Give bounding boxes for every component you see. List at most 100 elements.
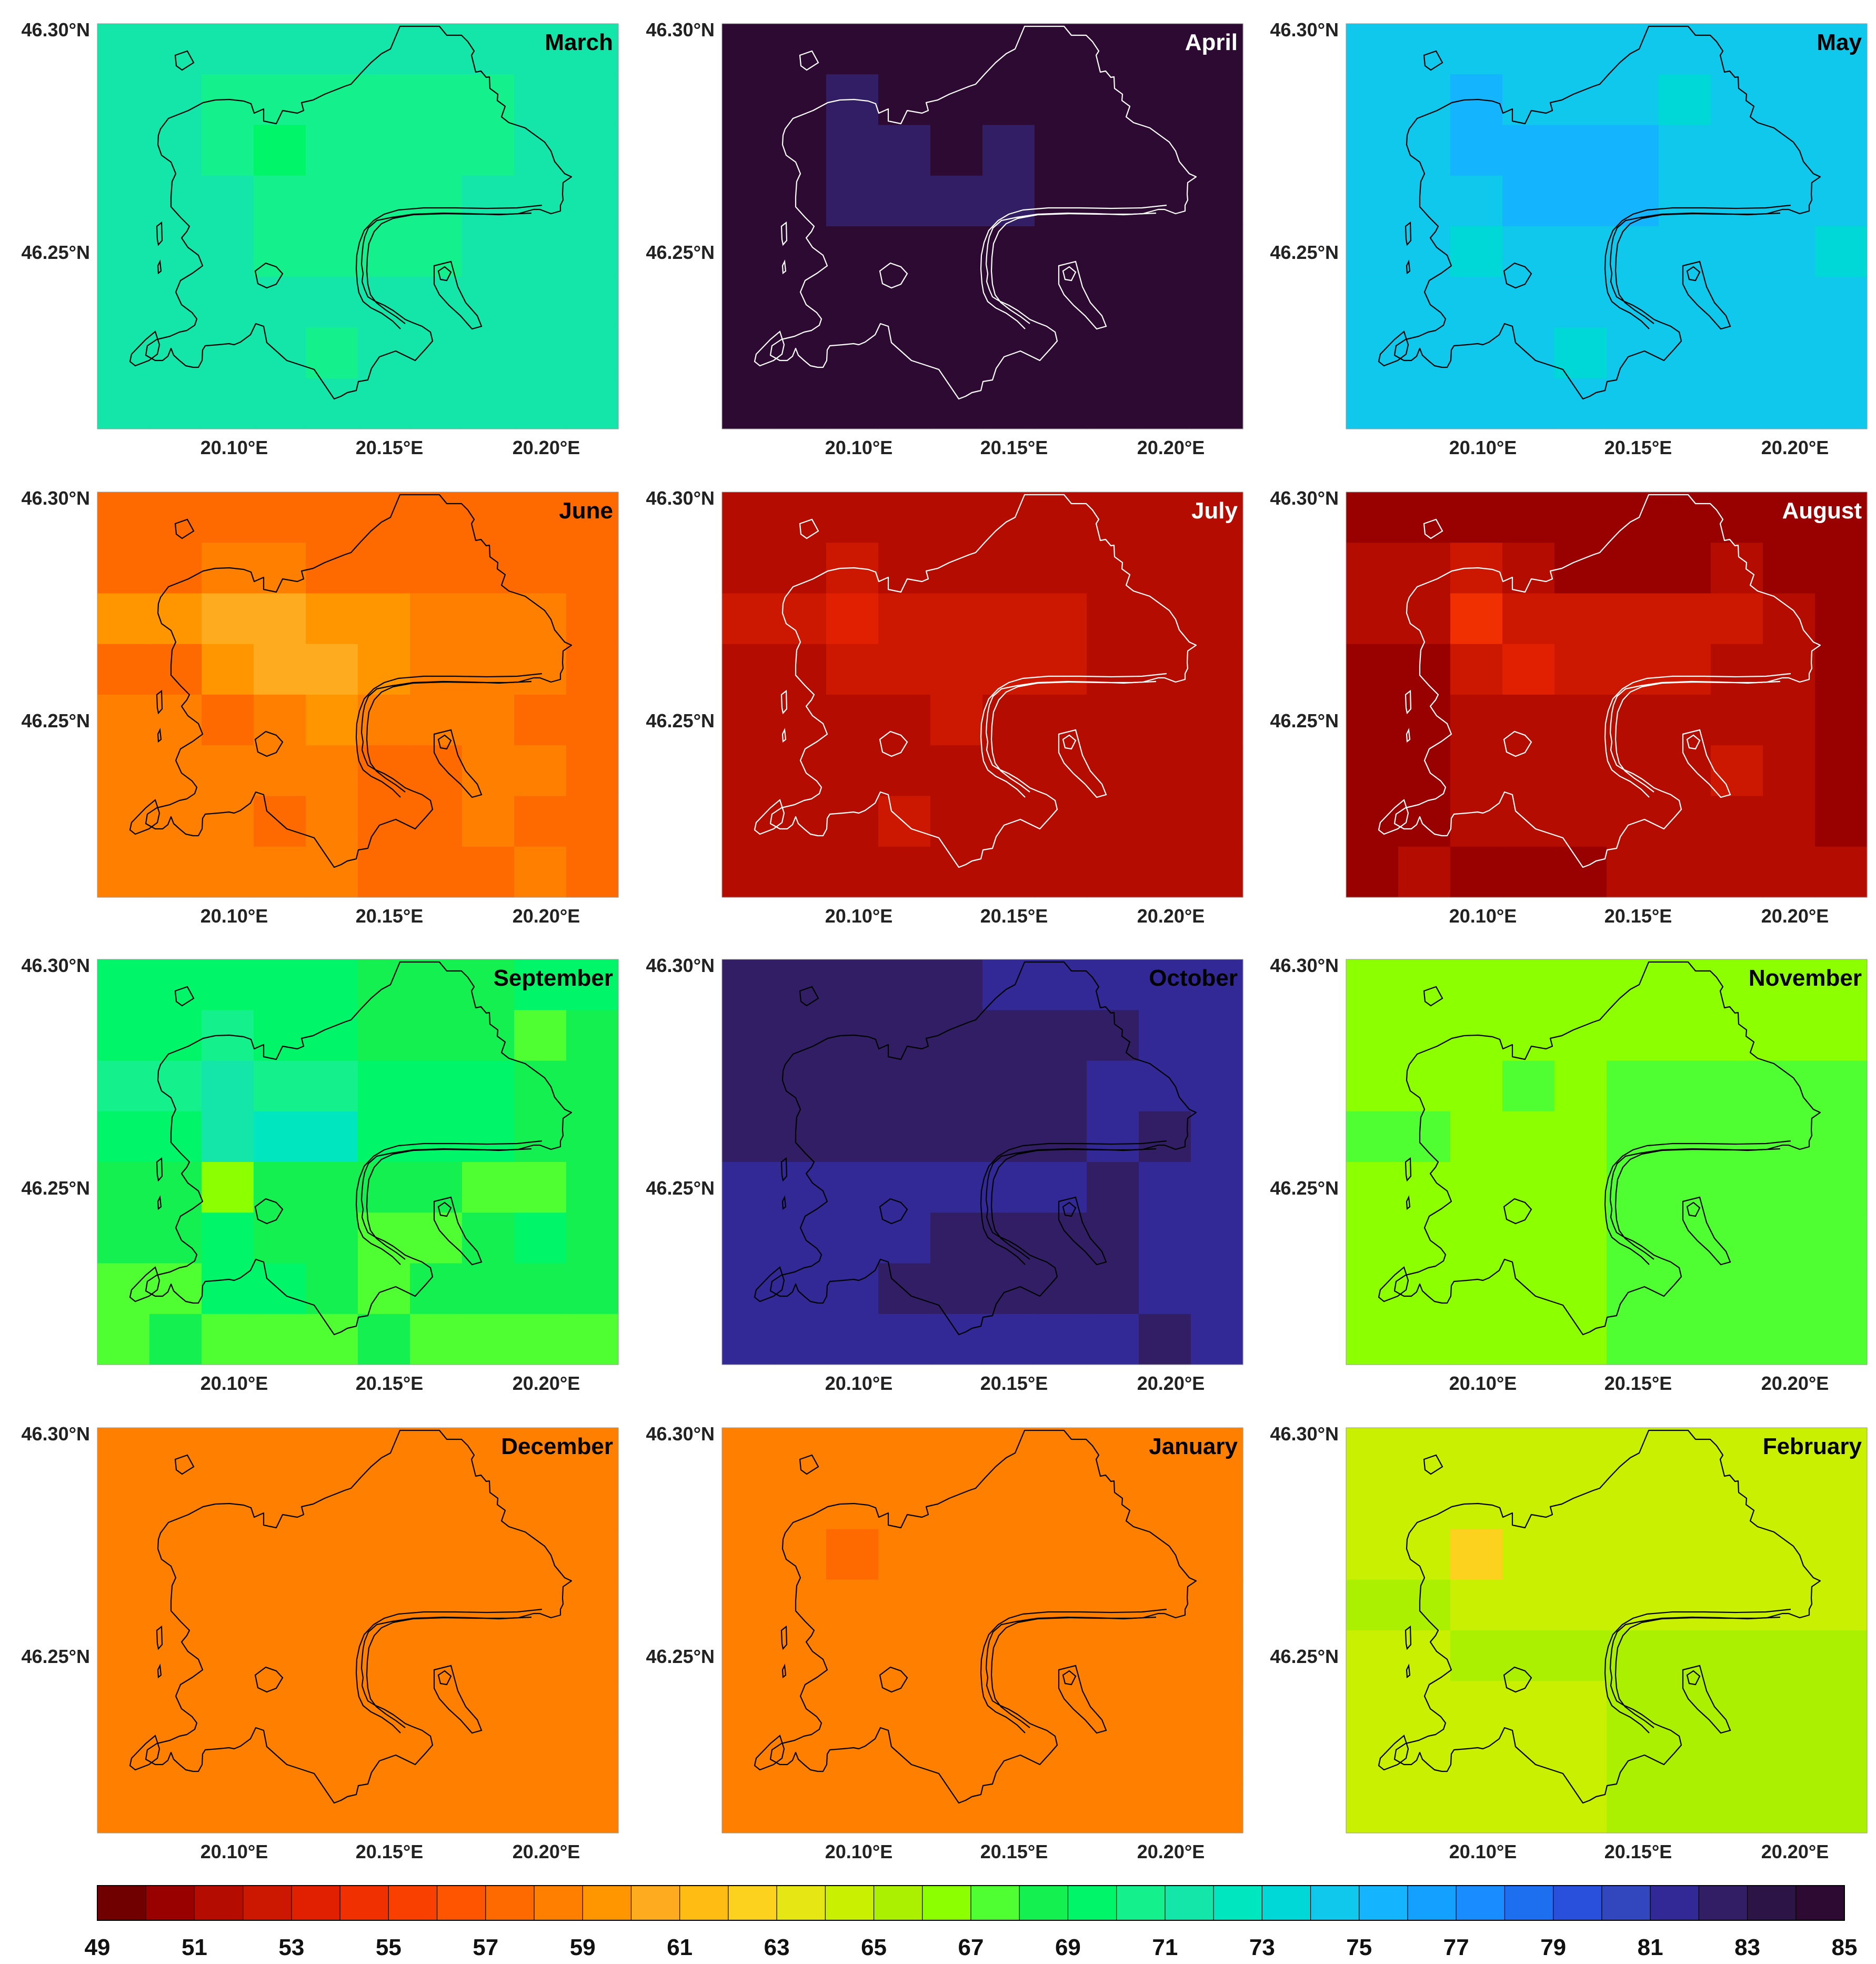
grid-cell xyxy=(930,1162,983,1213)
lon-tick-label: 20.15°E xyxy=(980,905,1048,927)
grid-cell xyxy=(149,644,202,695)
boundary-line xyxy=(145,25,573,400)
grid-cell xyxy=(306,1731,358,1783)
grid-cell xyxy=(254,378,306,429)
grid-cell xyxy=(1139,1782,1191,1833)
grid-cell xyxy=(1191,277,1243,328)
boundary-enclave xyxy=(1682,260,1731,330)
colorbar-bin xyxy=(291,1886,340,1920)
panel-frame xyxy=(1346,959,1868,1365)
grid-cell xyxy=(566,796,619,847)
grid-cell xyxy=(1087,492,1139,543)
grid-cell xyxy=(97,1060,150,1112)
colorbar-bin xyxy=(1165,1886,1214,1920)
grid-cell xyxy=(722,745,775,797)
grid-cell xyxy=(202,1681,254,1732)
grid-cell xyxy=(1139,1579,1191,1631)
grid-cell xyxy=(1139,1010,1191,1061)
grid-cell xyxy=(826,745,879,797)
grid-cell xyxy=(1502,1428,1555,1479)
grid-cell xyxy=(878,1428,931,1479)
boundary-line xyxy=(1393,961,1821,1336)
boundary-line xyxy=(145,494,573,868)
grid-cell xyxy=(1554,959,1607,1010)
grid-cell xyxy=(1191,492,1243,543)
boundary-enclave xyxy=(1058,1665,1107,1734)
lon-tick-label: 20.15°E xyxy=(356,437,424,458)
grid-cell xyxy=(1139,1060,1191,1112)
river-line xyxy=(355,1608,543,1733)
colorbar-tick-label: 49 xyxy=(85,1935,111,1960)
grid-cell xyxy=(462,1010,515,1061)
grid-cell xyxy=(97,1478,150,1530)
grid-cell xyxy=(514,593,567,645)
grid-cell xyxy=(202,745,254,797)
grid-cell xyxy=(1815,846,1868,898)
grid-cell xyxy=(722,796,775,847)
grid-cell xyxy=(1035,1782,1087,1833)
lon-tick-label: 20.20°E xyxy=(513,905,580,927)
map-panel-october: October 46.30°N 46.25°N 20.10°E 20.15°E 20.20… xyxy=(646,955,1243,1394)
grid-cell xyxy=(566,1263,619,1315)
grid-cell xyxy=(566,745,619,797)
grid-cell xyxy=(722,1263,775,1315)
grid-cell xyxy=(774,1428,827,1479)
boundary-enclave xyxy=(1378,1266,1409,1302)
grid-cell xyxy=(930,1782,983,1833)
grid-cell xyxy=(826,492,879,543)
grid-cell xyxy=(97,1681,150,1732)
grid-cell xyxy=(1607,125,1659,176)
grid-cell xyxy=(254,846,306,898)
river-line xyxy=(355,204,543,329)
grid-cell xyxy=(1139,125,1191,176)
grid-cell xyxy=(1398,24,1451,75)
grid-cell xyxy=(1035,1681,1087,1732)
grid-cell xyxy=(722,1213,775,1264)
grid-cell xyxy=(97,1529,150,1580)
lon-tick-label: 20.20°E xyxy=(513,1841,580,1862)
grid-cell xyxy=(1346,1529,1399,1580)
grid-cell xyxy=(1815,1111,1868,1163)
boundary-enclave xyxy=(781,1664,787,1679)
grid-cell xyxy=(826,796,879,847)
colorbar-bin xyxy=(1553,1886,1602,1920)
grid-cell xyxy=(462,1314,515,1365)
grid-cell xyxy=(774,1213,827,1264)
grid-cell xyxy=(774,1010,827,1061)
boundary-enclave xyxy=(1058,729,1107,798)
lon-tick-label: 20.15°E xyxy=(1604,1372,1672,1394)
grid-cell xyxy=(1554,695,1607,746)
grid-cell xyxy=(1450,1579,1503,1631)
grid-cell xyxy=(1398,1579,1451,1631)
panel-frame xyxy=(1346,1427,1868,1833)
grid-cell xyxy=(1763,125,1815,176)
grid-cell xyxy=(1139,1478,1191,1530)
boundary-enclave xyxy=(1686,266,1701,282)
grid-cell xyxy=(1554,492,1607,543)
grid-cell xyxy=(1450,1263,1503,1315)
lat-tick-label: 46.30°N xyxy=(22,1423,90,1445)
grid-cell xyxy=(566,74,619,126)
grid-cell xyxy=(149,125,202,176)
grid-cell xyxy=(774,593,827,645)
grid-cell xyxy=(1659,327,1711,379)
grid-cell xyxy=(514,1263,567,1315)
grid-cell xyxy=(1659,378,1711,429)
grid-cell xyxy=(410,1782,463,1833)
boundary-enclave xyxy=(1062,1201,1077,1217)
lon-tick-label: 20.10°E xyxy=(1449,905,1517,927)
grid-cell xyxy=(1659,226,1711,277)
grid-cell xyxy=(774,846,827,898)
grid-cell xyxy=(774,1111,827,1163)
grid-cell xyxy=(358,492,410,543)
colorbar-bin xyxy=(1650,1886,1699,1920)
grid-cell xyxy=(826,1630,879,1681)
grid-cell xyxy=(202,1579,254,1631)
lat-tick-label: 46.25°N xyxy=(22,1177,90,1199)
grid-cell xyxy=(1450,1731,1503,1783)
grid-cell xyxy=(878,1731,931,1783)
grid-cell xyxy=(1346,593,1399,645)
grid-cell xyxy=(462,1731,515,1783)
lon-tick-label: 20.15°E xyxy=(1604,1841,1672,1862)
grid-cell xyxy=(306,745,358,797)
